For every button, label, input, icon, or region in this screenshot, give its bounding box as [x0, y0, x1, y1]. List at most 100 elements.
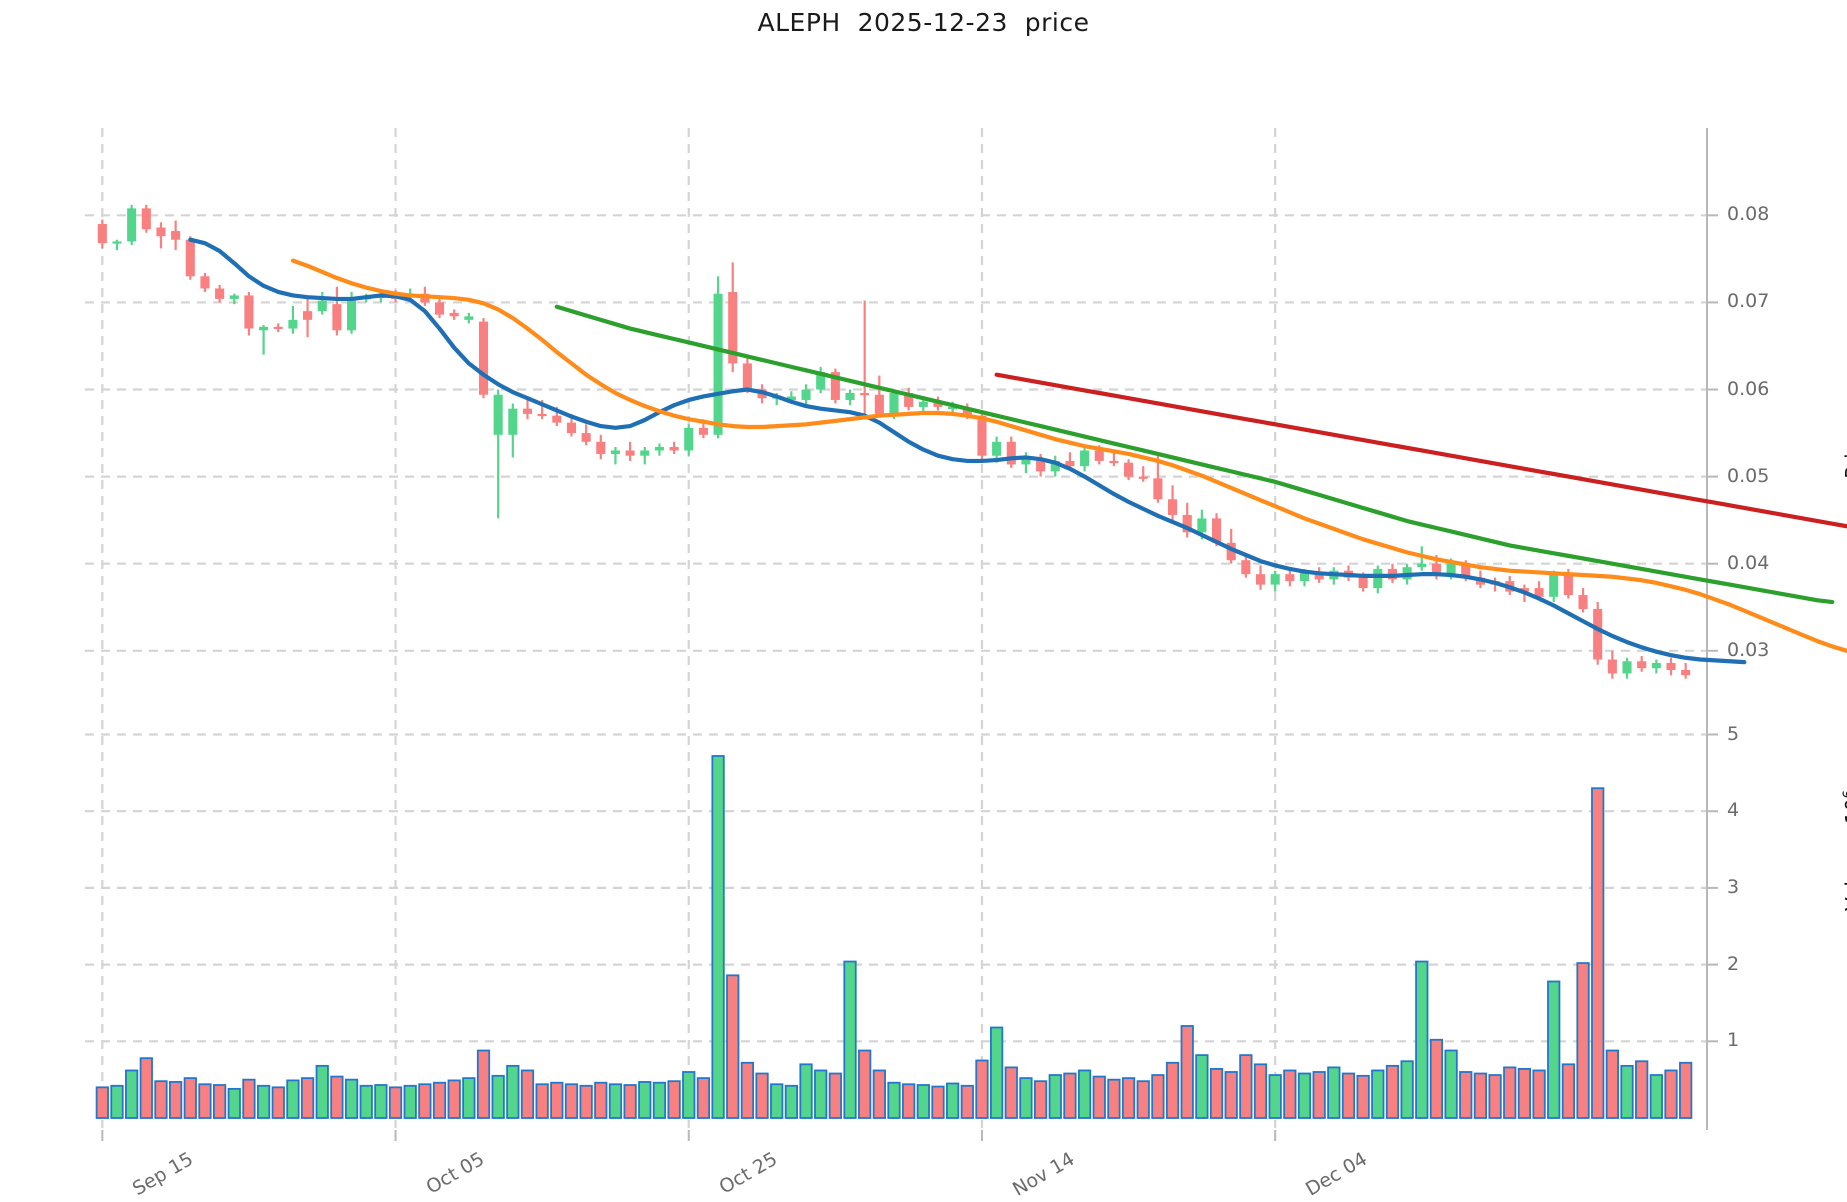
volume-bar [755, 1072, 769, 1119]
volume-bar [608, 1083, 623, 1119]
candle-body [229, 295, 239, 299]
volume-bar [858, 1049, 872, 1119]
candle-body [259, 326, 269, 331]
candle-body [874, 394, 884, 414]
volume-bar [1473, 1072, 1488, 1119]
volume-bar [1195, 1054, 1209, 1119]
volume-bar [1503, 1066, 1517, 1119]
candle-body [332, 304, 342, 331]
volume-bar [902, 1083, 916, 1119]
price-tick-label: 0.08 [1727, 203, 1770, 226]
volume-bar [315, 1064, 329, 1119]
volume-bar [696, 1077, 711, 1119]
volume-bar [418, 1083, 432, 1119]
volume-bar [1136, 1080, 1150, 1119]
volume-bar [139, 1057, 153, 1119]
volume-bar [447, 1079, 461, 1119]
volume-bar [1297, 1072, 1312, 1119]
candle-body [1461, 563, 1471, 578]
volume-bar [359, 1084, 373, 1119]
ma-line-ma_mid [290, 258, 1847, 653]
volume-bar [1444, 1049, 1458, 1119]
volume-bar [828, 1072, 842, 1119]
volume-bar [1620, 1064, 1634, 1119]
volume-bar [784, 1084, 798, 1119]
candle-body [156, 227, 166, 237]
volume-bar [535, 1083, 549, 1119]
volume-bar [432, 1081, 447, 1119]
volume-bar [843, 960, 857, 1119]
candle-body [347, 297, 357, 331]
candle-body [1534, 588, 1544, 597]
candle-body [1446, 563, 1456, 576]
candle-body [303, 311, 313, 320]
candle-body [171, 231, 181, 240]
candle-body [801, 389, 811, 400]
volume-bar [1591, 787, 1605, 1119]
candle-body [1094, 450, 1104, 461]
candle-body [845, 393, 855, 400]
price-tick-label: 0.04 [1727, 551, 1770, 574]
volume-bar [1679, 1061, 1693, 1119]
candle-body [1417, 563, 1427, 568]
volume-bar [931, 1085, 945, 1119]
candle-body [141, 208, 151, 230]
candle-body [1358, 577, 1368, 589]
candle-body [610, 450, 620, 454]
volume-bar [1605, 1049, 1619, 1119]
volume-bar [520, 1069, 535, 1119]
volume-bar [476, 1049, 491, 1119]
candle-body [1124, 462, 1134, 477]
candle-body [581, 433, 591, 442]
volume-bar [1371, 1069, 1385, 1119]
candle-body [1578, 595, 1588, 609]
candle-body [1607, 659, 1617, 674]
price-tick-label: 0.06 [1727, 377, 1770, 400]
volume-bar [975, 1059, 989, 1119]
volume-bar [623, 1084, 637, 1119]
volume-bar [330, 1075, 344, 1119]
candle-body [449, 312, 459, 317]
candle-body [713, 293, 723, 435]
volume-bar [1488, 1074, 1502, 1119]
candle-body [493, 394, 503, 435]
volume-bar [462, 1077, 476, 1119]
candle-body [918, 401, 928, 407]
candle-body [434, 302, 445, 315]
volume-bar [1048, 1074, 1062, 1119]
volume-bar [344, 1078, 359, 1119]
volume-bar [1209, 1068, 1224, 1119]
ma-line-ma_xlong [994, 372, 1847, 529]
volume-bar [1224, 1071, 1238, 1119]
price-tick-label: 0.07 [1727, 290, 1770, 313]
volume-bar [726, 974, 740, 1119]
volume-bar [198, 1083, 212, 1119]
candle-body [1651, 663, 1661, 669]
candle-body [112, 241, 122, 244]
candle-body [860, 393, 870, 396]
candle-body [830, 372, 840, 400]
volume-bar [256, 1084, 271, 1119]
volume-bar [990, 1026, 1004, 1119]
volume-bar [1415, 960, 1429, 1119]
candle-body [1431, 563, 1441, 576]
volume-exponent: 6 [1841, 790, 1847, 798]
volume-bar [1385, 1064, 1400, 1119]
volume-bar [814, 1069, 828, 1119]
candle-body [1168, 499, 1178, 515]
volume-bar [242, 1078, 256, 1119]
candle-body [933, 401, 943, 407]
volume-bar [1341, 1072, 1356, 1119]
candle-body [1255, 574, 1266, 585]
candle-body [1197, 518, 1207, 533]
volume-series [95, 755, 1693, 1119]
candle-body [669, 447, 679, 451]
volume-bar [1268, 1074, 1282, 1119]
candle-body [1080, 450, 1090, 467]
candle-body [127, 208, 137, 242]
volume-bar [1092, 1075, 1106, 1119]
volume-bar [1459, 1071, 1473, 1119]
price-tick-label: 0.05 [1727, 464, 1770, 487]
price-tick-label: 0.03 [1727, 638, 1770, 661]
